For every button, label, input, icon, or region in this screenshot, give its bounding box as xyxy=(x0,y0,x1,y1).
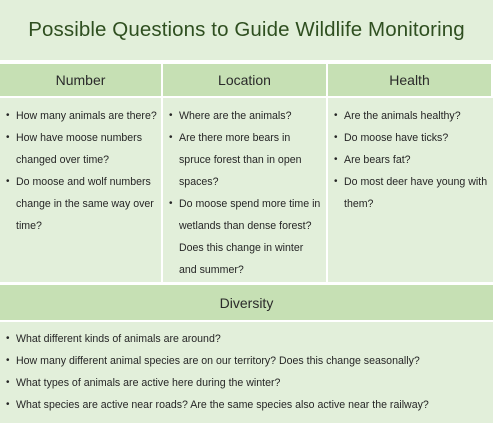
list-item: Are the animals healthy? xyxy=(334,105,489,127)
questions-table: Number Location Health How many animals … xyxy=(0,64,493,282)
list-item: Are there more bears in spruce forest th… xyxy=(169,127,322,193)
list-item: How many animals are there? xyxy=(6,105,157,127)
diversity-header: Diversity xyxy=(0,285,493,320)
list-item: Do moose spend more time in wetlands tha… xyxy=(169,193,322,281)
diversity-cell: What different kinds of animals are arou… xyxy=(0,322,493,423)
page-title: Possible Questions to Guide Wildlife Mon… xyxy=(0,0,493,60)
location-cell: Where are the animals? Are there more be… xyxy=(163,96,328,282)
column-header-location: Location xyxy=(163,64,328,96)
health-list: Are the animals healthy? Do moose have t… xyxy=(334,105,489,215)
diversity-list: What different kinds of animals are arou… xyxy=(6,328,489,416)
health-cell: Are the animals healthy? Do moose have t… xyxy=(328,96,493,282)
list-item: How many different animal species are on… xyxy=(6,350,489,372)
list-item: Do most deer have young with them? xyxy=(334,171,489,215)
list-item: Where are the animals? xyxy=(169,105,322,127)
number-cell: How many animals are there? How have moo… xyxy=(0,96,163,282)
list-item: What different kinds of animals are arou… xyxy=(6,328,489,350)
list-item: What species are active near roads? Are … xyxy=(6,394,489,416)
number-list: How many animals are there? How have moo… xyxy=(6,105,157,237)
list-item: Do moose and wolf numbers change in the … xyxy=(6,171,157,237)
location-list: Where are the animals? Are there more be… xyxy=(169,105,322,281)
column-header-health: Health xyxy=(328,64,493,96)
list-item: Are bears fat? xyxy=(334,149,489,171)
list-item: What types of animals are active here du… xyxy=(6,372,489,394)
list-item: Do moose have ticks? xyxy=(334,127,489,149)
list-item: How have moose numbers changed over time… xyxy=(6,127,157,171)
column-header-number: Number xyxy=(0,64,163,96)
